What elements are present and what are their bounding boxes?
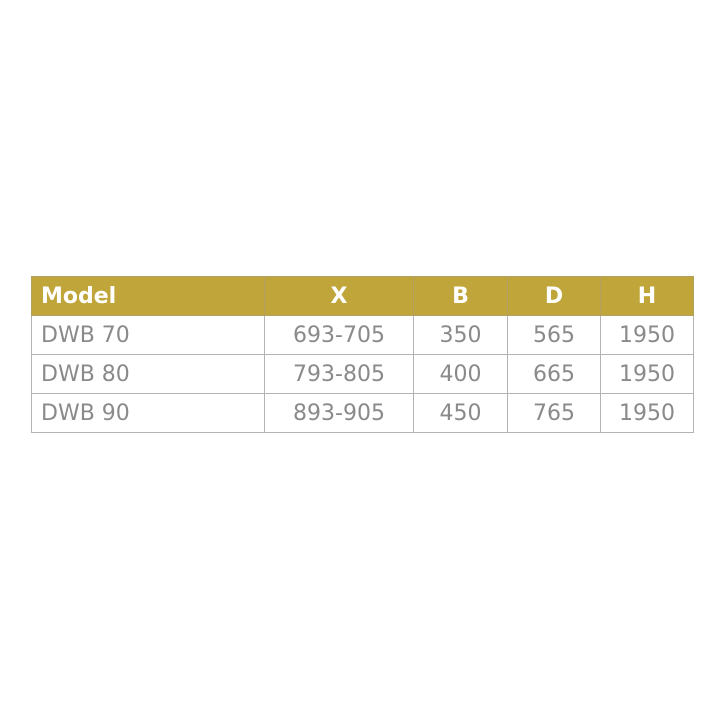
cell-b: 350 [413, 315, 508, 355]
cell-x: 693-705 [264, 315, 414, 355]
cell-model: DWB 70 [31, 315, 265, 355]
cell-b: 450 [413, 393, 508, 433]
header-d: D [507, 276, 601, 316]
cell-d: 665 [507, 354, 601, 394]
header-x: X [264, 276, 414, 316]
cell-model: DWB 90 [31, 393, 265, 433]
header-row: Model X B D H [31, 276, 694, 316]
header-h: H [600, 276, 694, 316]
cell-h: 1950 [600, 315, 694, 355]
header-b: B [413, 276, 508, 316]
table-row: DWB 80 793-805 400 665 1950 [31, 354, 694, 394]
table-row: DWB 90 893-905 450 765 1950 [31, 393, 694, 433]
cell-d: 565 [507, 315, 601, 355]
table-row: DWB 70 693-705 350 565 1950 [31, 315, 694, 355]
cell-h: 1950 [600, 393, 694, 433]
cell-b: 400 [413, 354, 508, 394]
dimensions-table: Model X B D H DWB 70 693-705 350 565 195… [31, 276, 694, 433]
cell-x: 893-905 [264, 393, 414, 433]
cell-x: 793-805 [264, 354, 414, 394]
cell-model: DWB 80 [31, 354, 265, 394]
cell-d: 765 [507, 393, 601, 433]
header-model: Model [31, 276, 265, 316]
cell-h: 1950 [600, 354, 694, 394]
